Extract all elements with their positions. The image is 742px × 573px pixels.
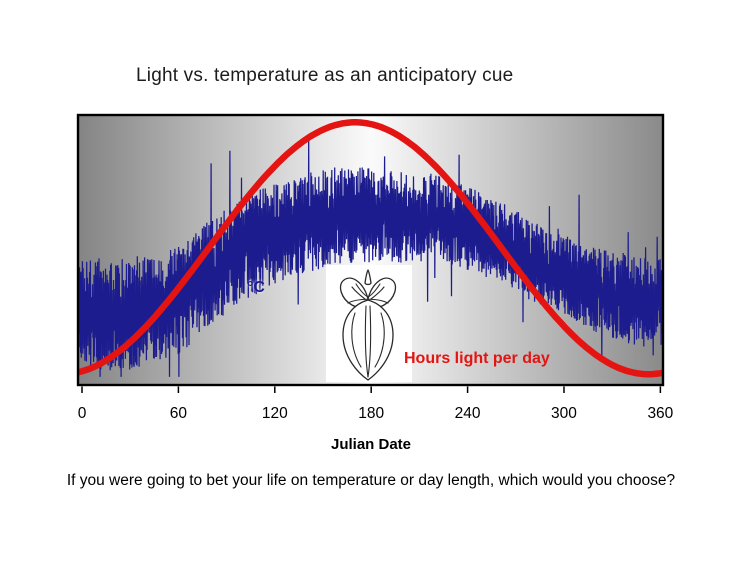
bud-illustration (326, 265, 412, 382)
x-tick-label: 0 (78, 405, 87, 422)
plot-border (76, 113, 665, 387)
x-tick-label: 180 (358, 405, 384, 422)
photoperiod-series-line (79, 119, 662, 378)
x-axis-title: Julian Date (331, 436, 411, 453)
x-tick-label: 300 (551, 405, 577, 422)
x-axis: 0 60 120 180 240 300 360 (78, 386, 674, 422)
x-tick-label: 120 (262, 405, 288, 422)
caption-question: If you were going to bet your life on te… (66, 472, 676, 489)
x-tick-label: 240 (455, 405, 481, 422)
temperature-series-line (79, 137, 662, 377)
photoperiod-series-label: Hours light per day (404, 350, 550, 367)
temperature-series-label: °C (247, 279, 265, 296)
x-tick-label: 60 (170, 405, 188, 422)
chart-title: Light vs. temperature as an anticipatory… (136, 65, 514, 86)
x-tick-label: 360 (647, 405, 673, 422)
chart-figure: 0 60 120 180 240 300 360 Julian Date (76, 113, 674, 453)
